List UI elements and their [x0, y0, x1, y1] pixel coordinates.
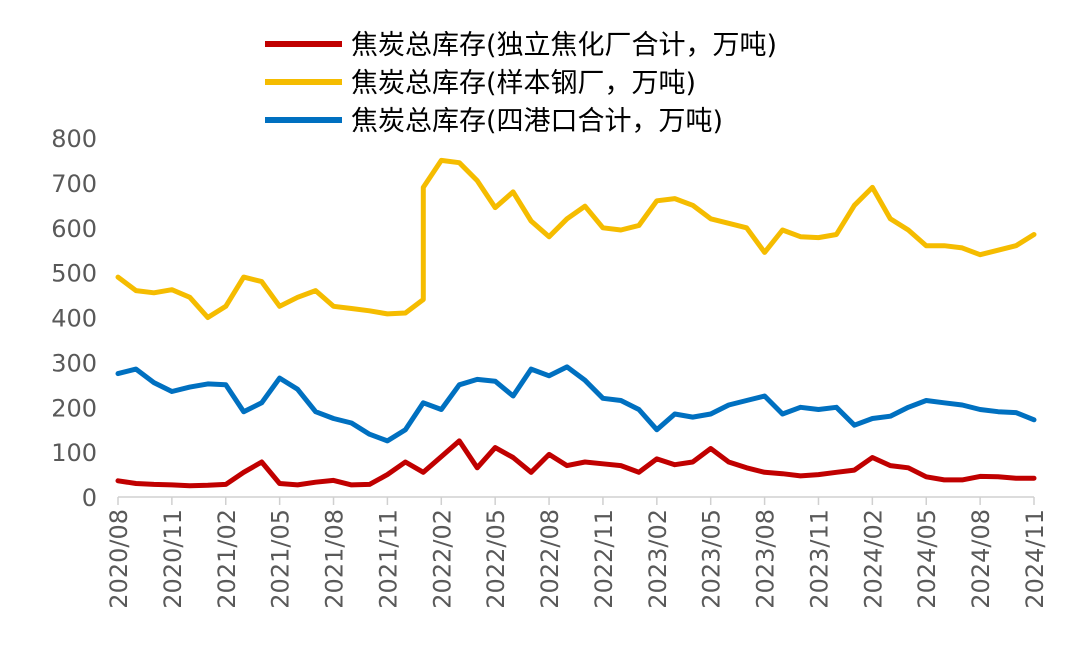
x-tick-label: 2024/05 — [913, 509, 941, 609]
series-line-3 — [115, 364, 1037, 444]
x-tick-label: 2022/02 — [428, 509, 456, 609]
x-tick-label: 2020/08 — [105, 509, 133, 609]
y-tick-label: 600 — [51, 215, 97, 243]
y-tick-label: 200 — [51, 394, 97, 422]
y-tick-label: 0 — [82, 484, 97, 512]
x-tick-label: 2022/11 — [590, 509, 618, 609]
x-tick-label: 2022/08 — [536, 509, 564, 609]
legend: 焦炭总库存(独立焦化厂合计，万吨) 焦炭总库存(样本钢厂，万吨) 焦炭总库存(四港口… — [265, 30, 777, 137]
x-tick-label: 2023/11 — [805, 509, 833, 609]
x-tick-label: 2021/08 — [321, 509, 349, 609]
y-tick-label: 700 — [51, 170, 97, 198]
x-tick-label: 2024/02 — [859, 509, 887, 609]
x-tick-label: 2022/05 — [482, 509, 510, 609]
x-tick-label: 2023/02 — [644, 509, 672, 609]
x-tick-label: 2023/05 — [698, 509, 726, 609]
x-tick-label: 2024/11 — [1021, 509, 1049, 609]
y-tick-label: 500 — [51, 260, 97, 288]
x-axis: 2020/08 2020/11 2021/02 2021/05 2021/08 2021/… — [105, 496, 1049, 609]
legend-label-1: 焦炭总库存(独立焦化厂合计，万吨) — [351, 30, 777, 61]
y-tick-label: 800 — [51, 125, 97, 153]
plot-area — [115, 157, 1037, 489]
x-tick-label: 2021/02 — [213, 509, 241, 609]
y-tick-label: 100 — [51, 439, 97, 467]
x-tick-label: 2020/11 — [159, 509, 187, 609]
y-axis: 0 100 200 300 400 500 600 700 800 — [51, 125, 97, 512]
x-tick-label: 2021/05 — [267, 509, 295, 609]
legend-label-3: 焦炭总库存(四港口合计，万吨) — [351, 106, 723, 137]
legend-label-2: 焦炭总库存(样本钢厂，万吨) — [351, 68, 696, 99]
x-tick-label: 2024/08 — [967, 509, 995, 609]
series-line-2 — [115, 157, 1037, 320]
x-tick-label: 2023/08 — [752, 509, 780, 609]
series-line-1 — [115, 438, 1037, 489]
x-tick-label: 2021/11 — [374, 509, 402, 609]
y-tick-label: 300 — [51, 349, 97, 377]
y-tick-label: 400 — [51, 305, 97, 333]
